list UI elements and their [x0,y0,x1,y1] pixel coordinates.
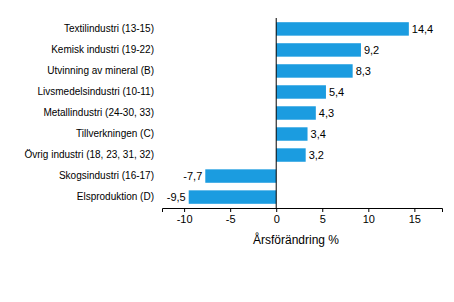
bar [189,190,276,203]
y-tick: Textilindustri (13-15) [64,23,162,34]
x-tick-label: -5 [226,213,236,225]
x-tick: 5 [320,208,326,225]
data-label: 3,2 [309,149,324,161]
x-tick-label: 10 [363,213,375,225]
category-label: Livsmedelsindustri (10-11) [37,86,154,97]
x-tick: 10 [363,208,375,225]
data-label: 8,3 [356,65,371,77]
x-tick-mark [368,208,369,212]
data-labels: 14,4 9,2 8,3 5,4 4,3 3,4 3,2 -7,7 -9,5 [167,23,434,203]
bar [276,127,307,140]
y-tick: Skogsindustri (16-17) [59,170,162,181]
bar [276,148,305,161]
data-label: -7,7 [183,170,202,182]
data-label: 4,3 [319,107,334,119]
data-label: 3,4 [311,128,326,140]
y-tick: Utvinning av mineral (B) [47,65,162,76]
x-axis-title: Årsförändring % [253,232,339,247]
y-tick: Övrig industri (18, 23, 31, 32) [24,149,162,160]
category-label: Kemisk industri (19-22) [51,44,154,55]
bar [276,64,352,77]
y-axis: Textilindustri (13-15) Kemisk industri (1… [24,23,162,202]
x-tick-label: 0 [274,213,280,225]
data-label: -9,5 [167,191,186,203]
x-tick: 15 [409,208,421,225]
category-label: Skogsindustri (16-17) [59,170,154,181]
category-label: Övrig industri (18, 23, 31, 32) [24,149,154,160]
x-tick-label: 15 [409,213,421,225]
x-tick-mark [184,208,185,212]
x-axis: -10 -5 0 5 10 15 [163,208,443,225]
category-label: Elsproduktion (D) [77,191,154,202]
y-tick: Kemisk industri (19-22) [51,44,162,55]
category-label: Utvinning av mineral (B) [47,65,154,76]
data-label: 14,4 [412,23,433,35]
bar [276,85,326,98]
bar [276,22,409,35]
category-label: Textilindustri (13-15) [64,23,154,34]
x-tick-mark [414,208,415,212]
x-axis-line [163,209,443,213]
y-tick: Elsproduktion (D) [77,191,162,202]
y-tick: Metallindustri (24-30, 33) [43,107,162,118]
x-tick-mark [322,208,323,212]
x-tick-label: 5 [320,213,326,225]
x-tick: -10 [177,208,193,225]
data-label: 5,4 [329,86,344,98]
category-label: Metallindustri (24-30, 33) [43,107,154,118]
y-tick: Tillverkningen (C) [76,128,162,139]
bar [205,169,276,182]
bars [189,22,409,204]
zero-line [276,18,277,208]
x-tick-label: -10 [177,213,193,225]
x-tick: 0 [274,208,280,225]
category-label: Tillverkningen (C) [76,128,154,139]
bar [276,43,361,56]
x-tick-mark [276,208,277,212]
x-tick-mark [230,208,231,212]
x-tick: -5 [226,208,236,225]
bar [276,106,316,119]
data-label: 9,2 [364,44,379,56]
chart: -10 -5 0 5 10 15 Textilindustri (13-15) Kemisk … [0,0,454,302]
y-tick: Livsmedelsindustri (10-11) [37,86,162,97]
